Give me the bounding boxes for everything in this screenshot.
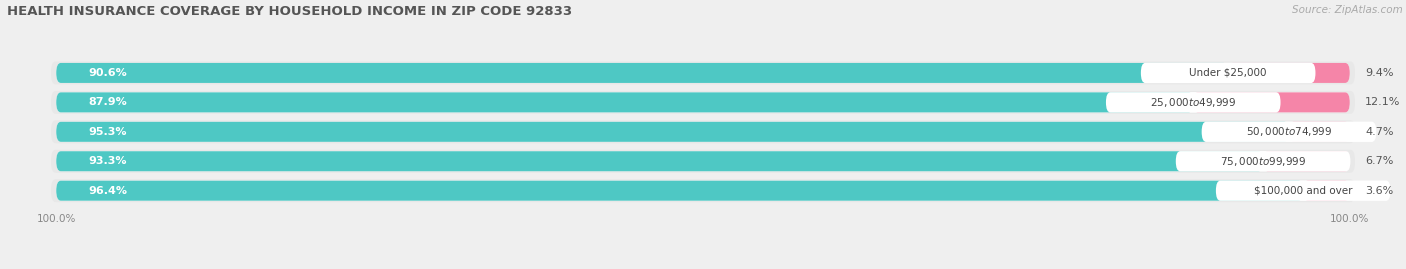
Legend: With Coverage, Without Coverage: With Coverage, Without Coverage [582, 266, 824, 269]
Text: Source: ZipAtlas.com: Source: ZipAtlas.com [1292, 5, 1403, 15]
Text: 6.7%: 6.7% [1365, 156, 1393, 166]
FancyBboxPatch shape [1229, 63, 1350, 83]
Text: $100,000 and over: $100,000 and over [1254, 186, 1353, 196]
Text: HEALTH INSURANCE COVERAGE BY HOUSEHOLD INCOME IN ZIP CODE 92833: HEALTH INSURANCE COVERAGE BY HOUSEHOLD I… [7, 5, 572, 18]
FancyBboxPatch shape [56, 122, 1350, 142]
Text: 96.4%: 96.4% [89, 186, 128, 196]
FancyBboxPatch shape [56, 92, 1350, 112]
FancyBboxPatch shape [1202, 122, 1376, 142]
FancyBboxPatch shape [56, 92, 1194, 112]
FancyBboxPatch shape [56, 181, 1303, 201]
Text: 12.1%: 12.1% [1365, 97, 1400, 107]
FancyBboxPatch shape [1175, 151, 1350, 171]
FancyBboxPatch shape [1194, 92, 1350, 112]
FancyBboxPatch shape [56, 181, 1350, 201]
FancyBboxPatch shape [56, 151, 1263, 171]
FancyBboxPatch shape [51, 120, 1355, 143]
FancyBboxPatch shape [51, 179, 1355, 202]
FancyBboxPatch shape [51, 91, 1355, 114]
FancyBboxPatch shape [56, 63, 1350, 83]
Text: 3.6%: 3.6% [1365, 186, 1393, 196]
FancyBboxPatch shape [56, 151, 1350, 171]
FancyBboxPatch shape [1216, 180, 1391, 201]
Text: 4.7%: 4.7% [1365, 127, 1393, 137]
Text: 90.6%: 90.6% [89, 68, 128, 78]
Text: 93.3%: 93.3% [89, 156, 127, 166]
Text: Under $25,000: Under $25,000 [1189, 68, 1267, 78]
Text: 9.4%: 9.4% [1365, 68, 1393, 78]
FancyBboxPatch shape [1289, 122, 1350, 142]
FancyBboxPatch shape [1303, 181, 1350, 201]
Text: $25,000 to $49,999: $25,000 to $49,999 [1150, 96, 1236, 109]
Text: $75,000 to $99,999: $75,000 to $99,999 [1220, 155, 1306, 168]
FancyBboxPatch shape [56, 122, 1289, 142]
FancyBboxPatch shape [1107, 92, 1281, 112]
FancyBboxPatch shape [1263, 151, 1350, 171]
Text: $50,000 to $74,999: $50,000 to $74,999 [1246, 125, 1331, 138]
Text: 95.3%: 95.3% [89, 127, 127, 137]
FancyBboxPatch shape [51, 61, 1355, 84]
FancyBboxPatch shape [56, 63, 1229, 83]
Text: 87.9%: 87.9% [89, 97, 128, 107]
FancyBboxPatch shape [1140, 63, 1316, 83]
FancyBboxPatch shape [51, 150, 1355, 173]
